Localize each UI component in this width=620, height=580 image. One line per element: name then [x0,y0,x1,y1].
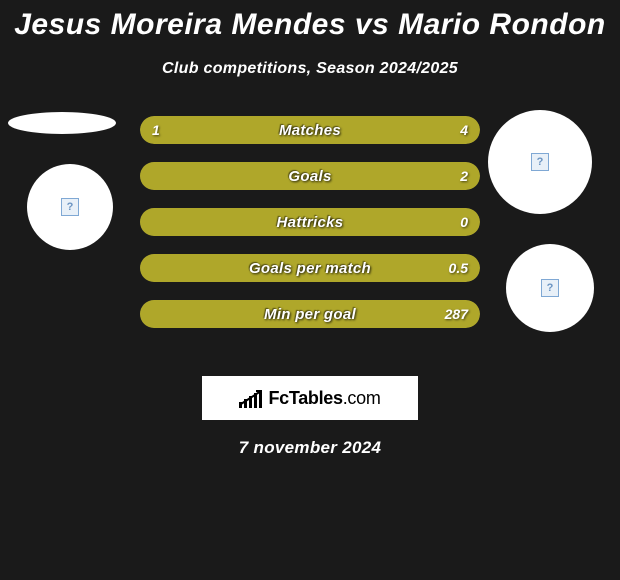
logo-chart-icon [239,388,262,408]
stat-value-right: 287 [445,300,468,328]
stat-value-right: 2 [460,162,468,190]
stat-label: Goals per match [140,254,480,282]
stat-value-right: 0 [460,208,468,236]
stat-label: Goals [140,162,480,190]
stat-row-matches: 1 Matches 4 [140,116,480,144]
image-placeholder-icon [61,198,79,216]
stat-label: Min per goal [140,300,480,328]
subtitle: Club competitions, Season 2024/2025 [0,60,620,78]
logo-text: FcTables.com [268,388,380,409]
stat-label: Matches [140,116,480,144]
stat-row-goals: Goals 2 [140,162,480,190]
stat-label: Hattricks [140,208,480,236]
stats-area: 1 Matches 4 Goals 2 Hattricks 0 Goals pe… [0,116,620,376]
stat-row-goals-per-match: Goals per match 0.5 [140,254,480,282]
player-right-avatar-bottom [506,244,594,332]
image-placeholder-icon [541,279,559,297]
logo-arrow-icon [239,388,265,406]
player-right-avatar-top [488,110,592,214]
date-label: 7 november 2024 [0,438,620,458]
comparison-card: Jesus Moreira Mendes vs Mario Rondon Clu… [0,0,620,458]
page-title: Jesus Moreira Mendes vs Mario Rondon [0,0,620,42]
stat-value-right: 4 [460,116,468,144]
logo-text-thin: .com [343,388,381,408]
stat-bars: 1 Matches 4 Goals 2 Hattricks 0 Goals pe… [140,116,480,346]
logo-text-bold: FcTables [268,388,342,408]
player-left-avatar [27,164,113,250]
fctables-logo[interactable]: FcTables.com [202,376,418,420]
image-placeholder-icon [531,153,549,171]
stat-row-min-per-goal: Min per goal 287 [140,300,480,328]
player-left-ellipse [8,112,116,134]
stat-row-hattricks: Hattricks 0 [140,208,480,236]
stat-value-right: 0.5 [449,254,468,282]
